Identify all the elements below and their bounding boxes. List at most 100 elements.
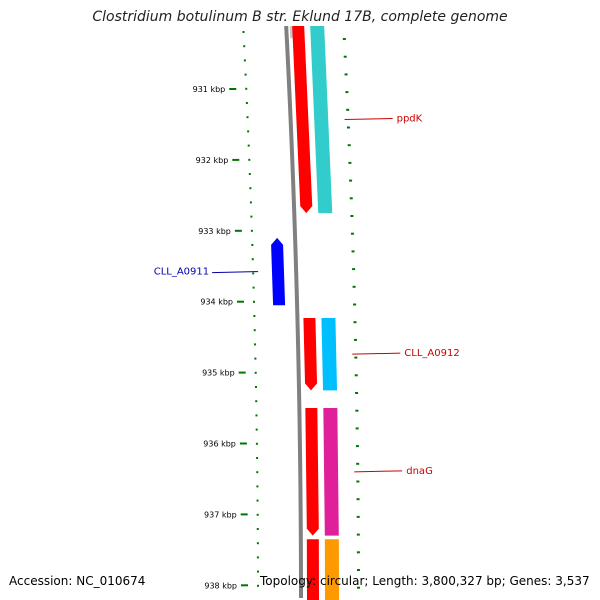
- dot-mark: [346, 108, 350, 111]
- dot-mark: [255, 442, 258, 445]
- dot-mark: [256, 499, 259, 502]
- dot-mark: [254, 386, 257, 388]
- tick-label: 937 kbp: [204, 510, 237, 519]
- label-leader-line: [352, 352, 401, 355]
- dot-mark: [344, 73, 348, 76]
- gene-label[interactable]: CLL_A0911: [154, 267, 209, 278]
- tick-mark: [239, 442, 247, 445]
- dot-mark: [355, 445, 359, 448]
- gene-annotation-bar[interactable]: [323, 408, 339, 536]
- tick-label: 931 kbp: [193, 85, 226, 94]
- dot-mark: [249, 201, 252, 204]
- tick-label: 936 kbp: [203, 440, 236, 449]
- dot-mark: [245, 102, 248, 104]
- dot-mark: [251, 244, 254, 246]
- dot-mark: [252, 286, 255, 289]
- dot-mark: [354, 374, 358, 377]
- tick-label: 933 kbp: [198, 227, 231, 236]
- dot-mark: [254, 343, 257, 346]
- tick-mark: [234, 229, 242, 232]
- dot-mark: [247, 144, 250, 147]
- gene-annotation-bar[interactable]: [324, 539, 339, 600]
- gene-labels: ppdK CLL_A0911 CLL_A0912 dnaG: [154, 114, 460, 477]
- dot-mark: [252, 300, 255, 303]
- tick-label: 938 kbp: [204, 581, 237, 590]
- dot-mark: [256, 471, 259, 474]
- dot-mark: [343, 55, 347, 58]
- dot-mark: [250, 229, 253, 232]
- minor-tick-dots: [242, 31, 360, 589]
- dot-mark: [247, 130, 250, 133]
- dot-mark: [256, 584, 259, 587]
- gene-arrow[interactable]: [303, 318, 318, 391]
- dot-mark: [244, 73, 247, 76]
- dot-mark: [255, 400, 258, 403]
- tick-label: 932 kbp: [196, 156, 229, 165]
- accession-text: Accession: NC_010674: [9, 574, 146, 588]
- dot-mark: [355, 392, 359, 394]
- major-tick-marks: [229, 88, 248, 587]
- dot-mark: [348, 161, 352, 164]
- label-leader-line: [354, 470, 403, 473]
- dot-mark: [356, 498, 360, 501]
- dot-mark: [350, 232, 354, 235]
- gene-arrow[interactable]: [271, 237, 286, 306]
- dot-mark: [355, 409, 359, 412]
- dot-mark: [256, 457, 259, 459]
- dot-mark: [353, 338, 357, 341]
- dot-mark: [252, 272, 255, 275]
- tick-mark: [232, 158, 240, 161]
- map-title: Clostridium botulinum B str. Eklund 17B,…: [92, 9, 508, 25]
- tick-mark: [240, 513, 248, 516]
- dot-mark: [256, 556, 259, 559]
- gene-arrow[interactable]: [306, 539, 319, 600]
- dot-mark: [250, 215, 253, 218]
- dot-mark: [255, 414, 258, 417]
- gene-label[interactable]: dnaG: [406, 466, 433, 477]
- dot-mark: [342, 38, 346, 40]
- gene-label[interactable]: ppdK: [397, 114, 423, 125]
- dot-mark: [256, 485, 259, 488]
- gene-annotation-bar[interactable]: [321, 318, 338, 391]
- dot-mark: [251, 258, 254, 261]
- gene-annotation-bar[interactable]: [310, 26, 333, 214]
- dot-mark: [346, 126, 350, 129]
- dot-mark: [254, 371, 257, 374]
- tick-mark: [236, 300, 244, 303]
- genome-backbone: [284, 25, 303, 598]
- dot-mark: [353, 321, 357, 324]
- dot-mark: [243, 45, 246, 48]
- label-leader-line: [344, 118, 393, 121]
- dot-mark: [349, 197, 353, 200]
- dot-mark: [345, 91, 349, 94]
- tick-mark: [229, 88, 237, 90]
- label-leader-line: [212, 271, 259, 274]
- dot-mark: [351, 250, 355, 253]
- tick-label: 934 kbp: [200, 298, 233, 307]
- dot-mark: [352, 268, 356, 271]
- dot-mark: [352, 285, 356, 288]
- tick-mark: [240, 584, 248, 587]
- gene-label[interactable]: CLL_A0912: [404, 348, 459, 359]
- dot-mark: [353, 303, 357, 306]
- dot-mark: [356, 515, 360, 518]
- gene-arrow[interactable]: [292, 26, 313, 214]
- dot-mark: [350, 215, 354, 217]
- gene-arrow[interactable]: [305, 408, 319, 536]
- dot-mark: [356, 586, 360, 589]
- dot-mark: [356, 533, 360, 536]
- dot-mark: [349, 179, 353, 182]
- dot-mark: [356, 569, 360, 571]
- dot-mark: [256, 528, 259, 530]
- dot-mark: [256, 570, 259, 573]
- dot-mark: [248, 158, 251, 161]
- dot-mark: [355, 427, 359, 430]
- dot-mark: [256, 542, 259, 545]
- dot-mark: [254, 357, 257, 360]
- dot-mark: [356, 462, 360, 465]
- dot-mark: [246, 116, 249, 119]
- dot-mark: [356, 480, 360, 483]
- dot-mark: [245, 87, 248, 90]
- dot-mark: [248, 173, 251, 175]
- tick-labels: 931 kbp 932 kbp 933 kbp 934 kbp 935 kbp 936 k…: [193, 85, 237, 590]
